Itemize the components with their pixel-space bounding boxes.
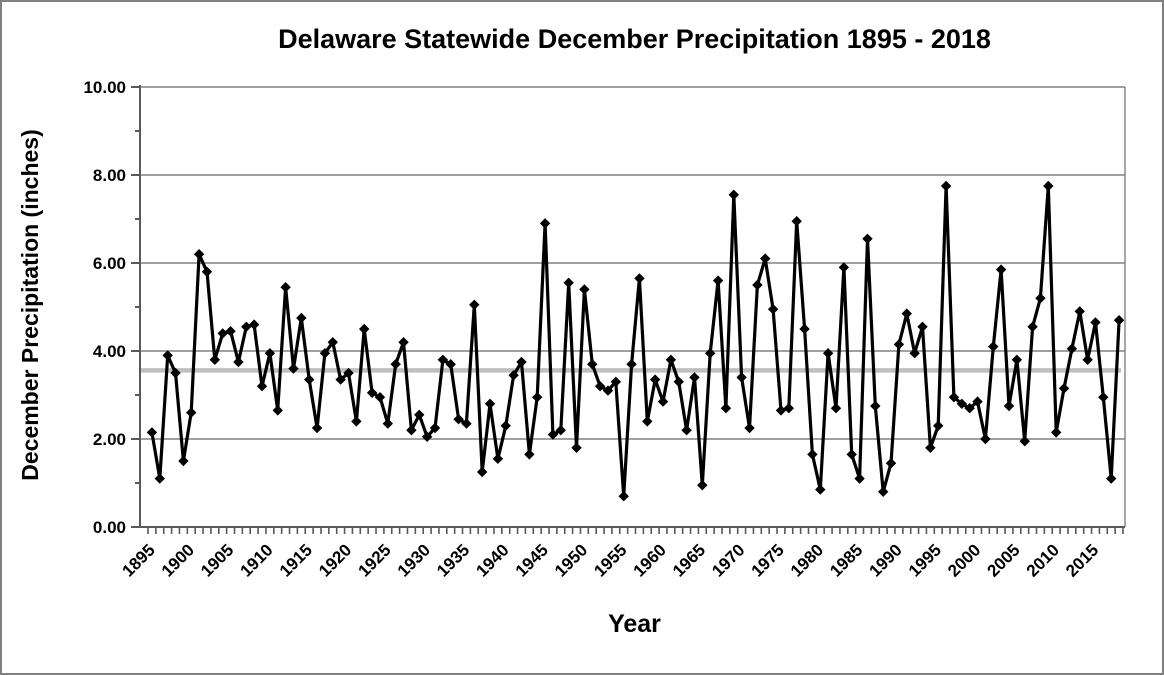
svg-text:1960: 1960 — [630, 540, 670, 580]
svg-text:1940: 1940 — [472, 540, 512, 580]
svg-text:1995: 1995 — [905, 540, 945, 580]
svg-text:4.00: 4.00 — [93, 342, 126, 361]
svg-text:1990: 1990 — [866, 540, 906, 580]
svg-text:1935: 1935 — [433, 540, 473, 580]
svg-text:2010: 2010 — [1023, 540, 1063, 580]
svg-text:1970: 1970 — [708, 540, 748, 580]
svg-text:1980: 1980 — [787, 540, 827, 580]
svg-text:1955: 1955 — [590, 540, 630, 580]
svg-text:1910: 1910 — [237, 540, 277, 580]
svg-text:2015: 2015 — [1062, 540, 1102, 580]
svg-text:1905: 1905 — [197, 540, 237, 580]
svg-text:1975: 1975 — [748, 540, 788, 580]
svg-text:8.00: 8.00 — [93, 166, 126, 185]
svg-text:2.00: 2.00 — [93, 430, 126, 449]
svg-text:1915: 1915 — [276, 540, 316, 580]
svg-text:1950: 1950 — [551, 540, 591, 580]
svg-text:10.00: 10.00 — [83, 78, 126, 97]
svg-text:1930: 1930 — [394, 540, 434, 580]
svg-text:1925: 1925 — [354, 540, 394, 580]
chart-title: Delaware Statewide December Precipitatio… — [278, 24, 991, 54]
svg-text:1945: 1945 — [512, 540, 552, 580]
svg-text:0.00: 0.00 — [93, 518, 126, 537]
x-axis-title: Year — [608, 610, 661, 638]
svg-text:1965: 1965 — [669, 540, 709, 580]
svg-text:1900: 1900 — [158, 540, 198, 580]
svg-text:1985: 1985 — [826, 540, 866, 580]
svg-text:2000: 2000 — [944, 540, 984, 580]
svg-text:2005: 2005 — [983, 540, 1023, 580]
svg-text:1895: 1895 — [119, 540, 159, 580]
svg-text:6.00: 6.00 — [93, 254, 126, 273]
svg-text:1920: 1920 — [315, 540, 355, 580]
